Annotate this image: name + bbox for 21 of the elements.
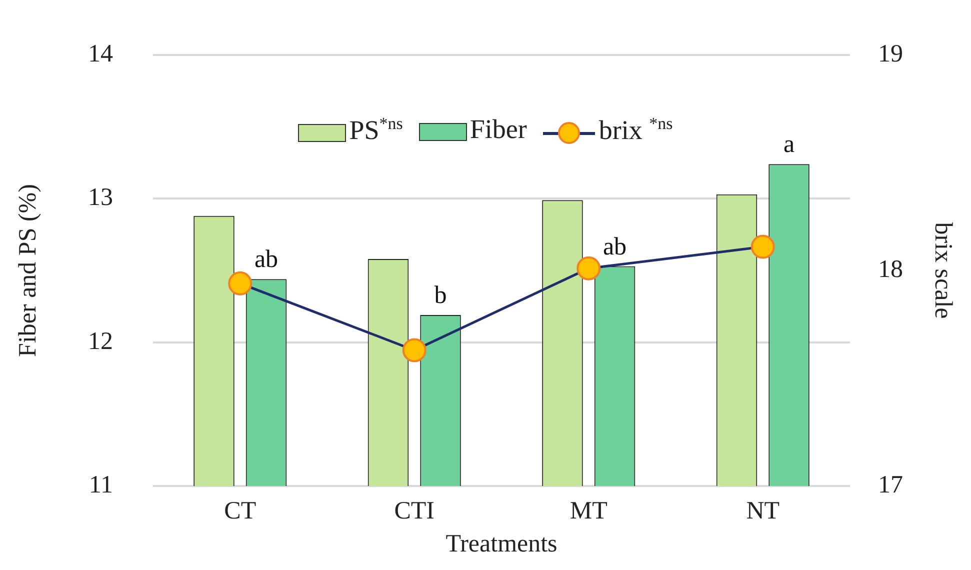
y-axis-title: Fiber and PS (%) <box>14 184 42 357</box>
y2-axis-title: brix scale <box>929 222 956 319</box>
data-label: a <box>783 131 795 158</box>
legend-label: PS$^{*ns}$ <box>349 114 403 145</box>
data-label: b <box>434 282 447 310</box>
data-label: ab <box>602 233 627 260</box>
y2-tick-label: 18 <box>878 256 903 284</box>
legend-label: brix $^{*ns}$ <box>598 114 673 145</box>
x-tick-label: NT <box>746 498 780 525</box>
x-axis-title: Treatments <box>446 530 558 558</box>
legend-label: Fiber <box>470 114 527 144</box>
y-tick-label: 14 <box>88 40 114 68</box>
y2-tick-label: 17 <box>878 472 903 499</box>
y2-tick-label: 19 <box>878 40 903 68</box>
y-tick-label: 11 <box>88 472 113 499</box>
x-tick-label: CTI <box>394 498 435 525</box>
x-tick-label: CT <box>224 498 256 525</box>
x-tick-label: MT <box>570 498 608 525</box>
data-label: ab <box>254 246 278 274</box>
y-tick-label: 12 <box>88 328 113 355</box>
y-tick-label: 13 <box>88 184 113 212</box>
